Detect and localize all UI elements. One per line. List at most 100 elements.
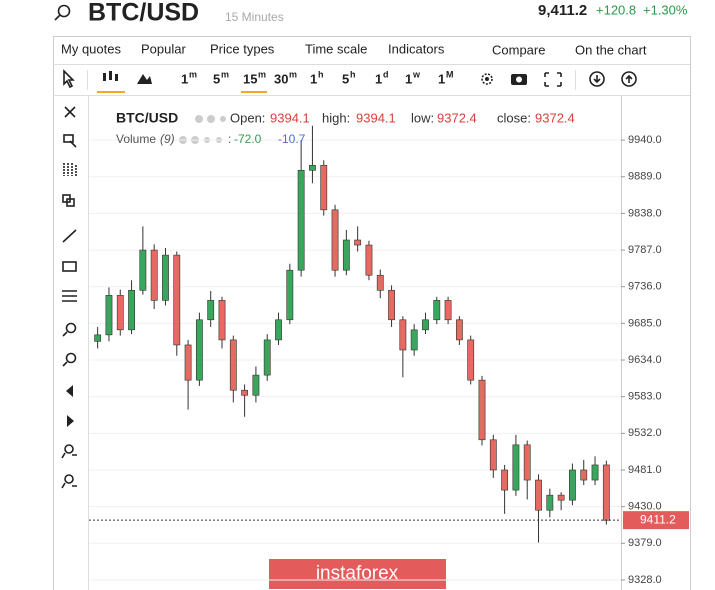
candle-body [241,389,249,396]
legend-close-label: close: [497,110,531,125]
candle-body [162,254,169,301]
trendline-icon[interactable] [62,229,77,243]
timeframe-unit: m [258,69,266,79]
change-pct: +1.30% [643,2,688,17]
menu-item[interactable]: My quotes [61,41,121,56]
scroll-left-icon[interactable] [66,385,73,397]
timeframe[interactable]: 5 [213,71,220,86]
y-tick-label: 9328.0 [628,574,662,586]
timeframe-unit: w [412,69,421,79]
candles-icon[interactable] [103,71,118,81]
timeframe[interactable]: 30 [274,71,288,86]
candle-body [173,254,181,346]
candle-body [342,239,350,271]
legend-icons[interactable] [179,115,226,144]
candle-body [591,464,599,481]
symbol: BTC/USD [88,0,199,27]
candle-body [410,329,418,351]
timeframe[interactable]: 1 [438,71,445,86]
timeframe[interactable]: 1 [181,71,188,86]
y-tick-label: 9787.0 [628,244,662,256]
candle-body [150,249,158,301]
y-tick-label: 9379.0 [628,537,662,549]
volume-value: -72.0 [234,132,262,146]
y-tick-label: 9430.0 [628,501,662,513]
timeframe[interactable]: 1 [375,71,382,86]
last-price-tag [623,511,689,530]
timeframe[interactable]: 1 [405,71,412,86]
candle-body [546,494,554,511]
menu-item[interactable]: Compare [492,42,545,57]
rect-icon[interactable] [62,261,77,272]
active-underline [241,91,267,93]
legend-low-label: low: [411,110,434,125]
y-tick-label: 9940.0 [628,134,662,146]
zoom-out-icon[interactable] [62,352,77,367]
fullscreen-icon[interactable] [544,72,562,87]
tool-icon[interactable] [63,134,77,148]
close-icon[interactable] [64,106,76,118]
menu-item[interactable]: Indicators [388,41,445,56]
candle-body [116,295,124,331]
zoom-in-icon[interactable] [62,322,77,337]
timeframe-unit: m [289,69,297,79]
volume-period: (9) [160,132,175,146]
legend-open: 9394.1 [270,110,310,125]
watermark-bg [269,559,446,589]
candle-body [512,444,520,491]
legend-low: 9372.4 [437,110,477,125]
candle-body [331,209,339,271]
panel-frame [53,36,691,590]
menu-item[interactable]: Time scale [305,41,367,56]
scroll-right-icon[interactable] [67,415,74,427]
y-tick-label: 9583.0 [628,391,662,403]
candle-body [128,290,135,331]
timeframe[interactable]: 5 [342,71,349,86]
candle-body [569,469,576,501]
candle-body [139,249,147,291]
candle-body [433,300,441,321]
last-price-label: 9411.2 [640,512,676,526]
tool-icon[interactable] [61,474,77,489]
y-tick-label: 9634.0 [628,354,662,366]
settings-icon[interactable] [481,73,493,85]
candle-body [455,319,463,341]
timeframe[interactable]: 1 [310,71,317,86]
cursor-icon[interactable] [63,69,75,89]
tool-icon[interactable] [63,163,77,176]
candle-body [467,339,475,381]
download-icon[interactable] [589,71,605,87]
menu-item[interactable]: On the chart [575,42,647,57]
candle-body [602,464,610,521]
candle-body [501,469,509,491]
candle-body [286,269,294,321]
candle-body [365,244,373,276]
candle-body [263,339,271,376]
upload-icon[interactable] [621,71,637,87]
search-icon[interactable] [54,4,71,21]
menu-item[interactable]: Price types [210,41,275,56]
interval: 15 Minutes [225,10,284,24]
volume-name: Volume [116,132,156,146]
y-tick-label: 9532.0 [628,427,662,439]
candle-body [105,295,113,336]
camera-icon[interactable] [511,74,527,85]
tool-icon[interactable] [62,194,75,207]
timeframe-unit: h [318,69,324,79]
watermark: instaforex [316,563,399,584]
area-icon[interactable] [137,74,152,84]
candle-body [297,170,305,271]
menu-item[interactable]: Popular [141,41,186,56]
active-underline [97,91,125,93]
candle-body [478,379,486,441]
y-tick-label: 9481.0 [628,464,662,476]
candle-body [399,319,407,351]
price: 9,411.2 [538,2,587,19]
timeframe[interactable]: 15 [243,71,257,86]
volume-value: -10.7 [278,132,306,146]
candle-body [422,319,429,331]
tool-icon[interactable] [61,444,77,459]
legend-high: 9394.1 [356,110,396,125]
fib-icon[interactable] [62,290,77,302]
candle-body [376,274,384,291]
